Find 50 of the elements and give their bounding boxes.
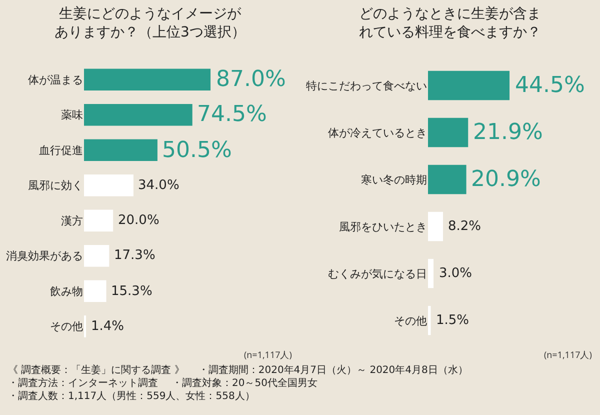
chart-title: どのようなときに生姜が含まれている料理を食べますか？ — [359, 5, 541, 40]
y-tick-label: 風邪をひいたとき — [339, 220, 427, 234]
data-label: 34.0% — [138, 178, 180, 193]
bar — [428, 212, 444, 242]
y-tick-label: 体が冷えているとき — [328, 126, 427, 140]
bar — [84, 104, 192, 126]
text: 《 調査概要：「生姜」に関する調査 》 — [8, 364, 184, 377]
y-tick-label: 特にこだわって食べない — [306, 79, 427, 92]
bar — [84, 68, 211, 91]
y-tick-label: 薬味 — [61, 108, 83, 122]
text: (n=1,117人) — [244, 348, 292, 361]
bar — [84, 244, 110, 267]
data-label: 44.5% — [515, 73, 585, 98]
text: ・調査対象：20～50代全国男女 — [172, 377, 318, 390]
data-label: 74.5% — [197, 102, 267, 127]
chart-title: 生姜にどのようなイメージがありますか？（上位3つ選択） — [54, 5, 246, 40]
bar — [428, 164, 466, 194]
y-tick-label: 飲み物 — [50, 284, 83, 298]
data-label: 20.0% — [118, 213, 160, 228]
y-tick-label: 風邪に効く — [28, 179, 83, 192]
y-tick-label: 消臭効果がある — [6, 250, 83, 263]
data-label: 1.4% — [91, 319, 124, 334]
bar — [84, 280, 106, 302]
data-label: 20.9% — [471, 167, 541, 192]
data-label: 87.0% — [216, 67, 286, 92]
y-tick-label: その他 — [50, 320, 83, 334]
y-tick-label: 血行促進 — [39, 144, 83, 157]
data-label: 15.3% — [111, 284, 152, 299]
y-tick-label: 寒い冬の時期 — [361, 173, 427, 186]
bar — [428, 70, 510, 100]
data-label: 1.5% — [436, 313, 470, 328]
text: ・調査方法：インターネット調査 — [8, 377, 158, 390]
text: ・調査期間：2020年4月7日（火）～ 2020年4月8日（水） — [198, 364, 468, 377]
bar — [428, 258, 434, 288]
text: ・調査人数：1,117人（男性：559人、女性：558人） — [8, 390, 255, 403]
bar — [428, 118, 468, 148]
y-tick-label: むくみが気になる日 — [328, 267, 427, 280]
bar — [84, 210, 114, 232]
y-tick-label: その他 — [394, 314, 427, 328]
data-label: 17.3% — [114, 248, 156, 263]
data-label: 3.0% — [439, 266, 472, 281]
data-label: 50.5% — [162, 138, 232, 163]
text: (n=1,117人) — [544, 348, 592, 361]
data-label: 8.2% — [448, 219, 482, 234]
bar — [84, 174, 134, 196]
bar — [428, 306, 431, 336]
bar — [84, 139, 158, 162]
data-label: 21.9% — [473, 120, 543, 145]
y-tick-label: 体が温まる — [28, 73, 83, 86]
y-tick-label: 漢方 — [61, 214, 83, 228]
